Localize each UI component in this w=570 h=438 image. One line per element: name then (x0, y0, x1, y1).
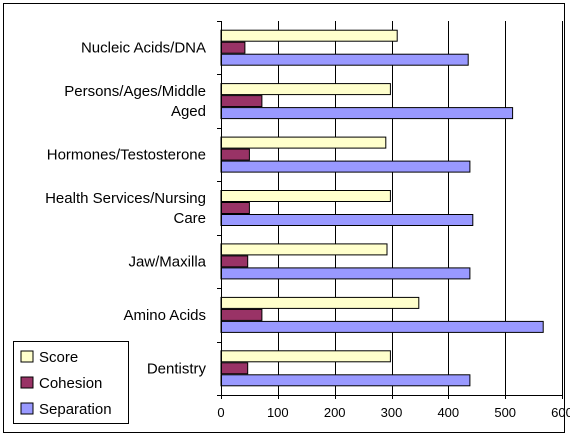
x-tick-labels: 0 100 200 300 400 500 600 (217, 405, 570, 420)
x-tick-label-400: 400 (437, 405, 459, 420)
category-label-5: Amino Acids (123, 307, 206, 324)
category-label-0: Nucleic Acids/DNA (81, 40, 206, 57)
bar-separation-2 (220, 160, 471, 173)
x-tick-label-200: 200 (324, 405, 346, 420)
bar-separation-3 (220, 214, 474, 226)
legend-label-score: Score (39, 349, 78, 366)
bar-score-5 (220, 296, 420, 309)
legend-label-separation: Separation (39, 401, 112, 418)
category-label-3: Health Services/Nursing Care (45, 190, 206, 227)
x-tick-label-0: 0 (217, 405, 224, 420)
legend: Score Cohesion Separation (13, 341, 129, 424)
bar-score-4 (220, 243, 388, 256)
x-tick-label-500: 500 (494, 405, 516, 420)
category-label-2: Hormones/Testosterone (47, 147, 206, 164)
grid-lines (278, 21, 563, 395)
chart-frame (3, 3, 565, 433)
category-label-1: Persons/Ages/Middle Aged (64, 83, 206, 120)
category-label-4: Jaw/Maxilla (128, 253, 206, 270)
category-label-6: Dentistry (147, 360, 207, 377)
bar-score-2 (220, 136, 387, 149)
x-tick-label-600: 600 (551, 405, 570, 420)
bar-separation-4 (220, 267, 471, 280)
legend-label-cohesion: Cohesion (39, 375, 102, 392)
bar-score-0 (220, 29, 398, 42)
x-tick-label-100: 100 (267, 405, 289, 420)
axes (217, 21, 563, 399)
bars (220, 29, 544, 387)
legend-swatch-cohesion (20, 376, 34, 389)
bar-score-6 (220, 350, 391, 363)
legend-swatch-separation (20, 402, 34, 415)
category-labels: Nucleic Acids/DNA Persons/Ages/Middle Aged… (45, 40, 207, 378)
x-tick-label-300: 300 (381, 405, 403, 420)
bar-separation-6 (220, 374, 471, 387)
legend-swatch-score (20, 350, 34, 363)
bar-score-3 (220, 190, 391, 202)
bar-cohesion-4 (220, 255, 249, 268)
bar-separation-5 (220, 320, 544, 333)
bar-cohesion-6 (220, 362, 249, 375)
bar-cohesion-3 (220, 202, 250, 214)
bar-cohesion-2 (220, 148, 250, 161)
bar-cohesion-0 (220, 41, 246, 54)
bar-separation-1 (220, 107, 514, 120)
bar-separation-0 (220, 53, 469, 66)
bar-score-1 (220, 83, 391, 96)
bar-cohesion-5 (220, 308, 263, 321)
bar-cohesion-1 (220, 95, 263, 108)
